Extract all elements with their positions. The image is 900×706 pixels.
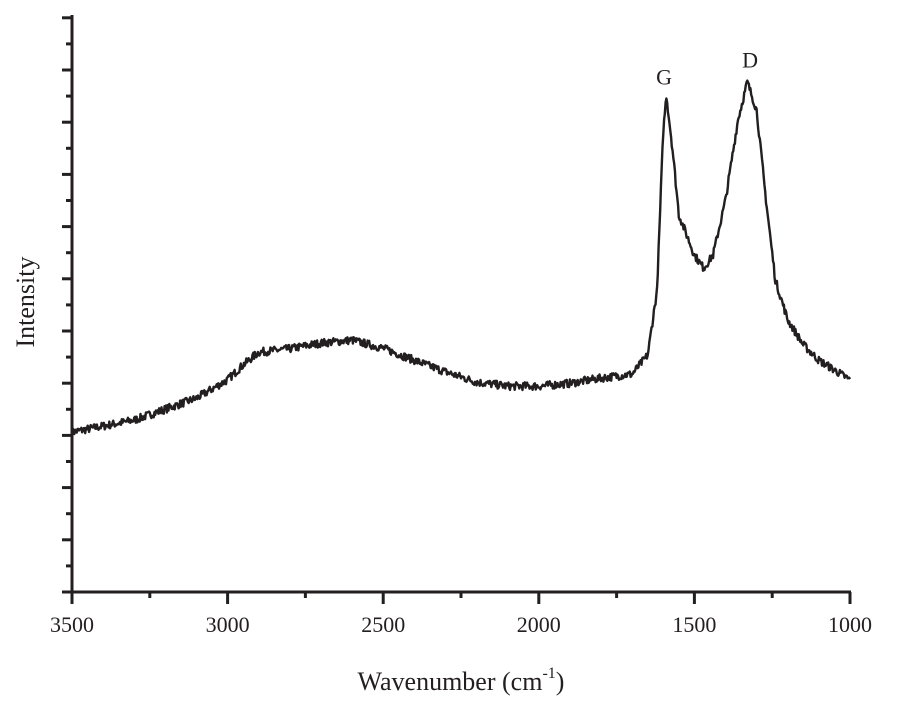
x-axis-title-main: Wavenumber (cm [358,667,543,696]
x-axis-ticks [70,592,852,604]
x-axis-title: Wavenumber (cm-1) [358,665,565,696]
x-tick-label: 2000 [517,612,561,637]
x-tick-label: 2500 [361,612,405,637]
x-tick-label: 1000 [828,612,872,637]
peak-label-g: G [656,65,672,90]
x-tick-label: 3500 [50,612,94,637]
x-tick-label: 3000 [206,612,250,637]
x-axis-title-superscript: -1 [542,665,555,682]
x-axis-title-suffix: ) [556,667,565,696]
peak-label-d: D [742,47,758,72]
x-tick-label: 1500 [672,612,716,637]
y-axis-title: Intensity [11,257,40,348]
spectrum-line [70,79,852,437]
